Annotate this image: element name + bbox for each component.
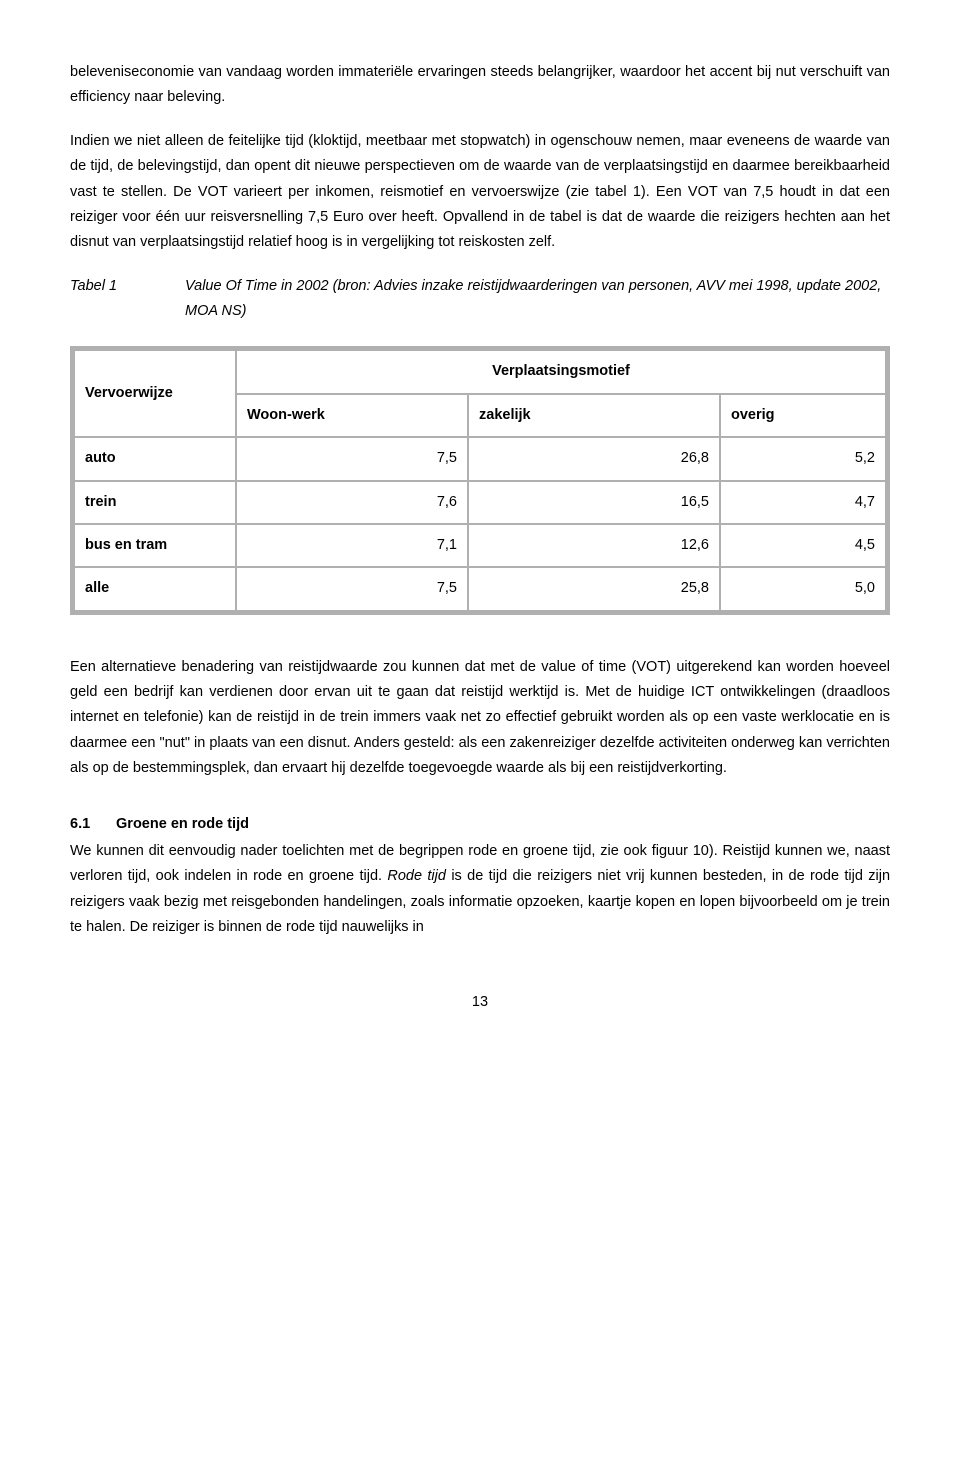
section-number: 6.1 <box>70 812 112 837</box>
paragraph-2: Indien we niet alleen de feitelijke tijd… <box>70 129 890 256</box>
th-vervoerwijze: Vervoerwijze <box>75 351 235 436</box>
row-label: auto <box>75 438 235 479</box>
table-row: alle 7,5 25,8 5,0 <box>75 568 885 609</box>
table-row: bus en tram 7,1 12,6 4,5 <box>75 525 885 566</box>
cell: 7,6 <box>237 482 467 523</box>
cell: 7,5 <box>237 568 467 609</box>
cell: 7,1 <box>237 525 467 566</box>
th-motief: Verplaatsingsmotief <box>237 351 885 392</box>
paragraph-4: We kunnen dit eenvoudig nader toelichten… <box>70 839 890 941</box>
row-label: trein <box>75 482 235 523</box>
cell: 5,0 <box>721 568 885 609</box>
cell: 16,5 <box>469 482 719 523</box>
th-woonwerk: Woon-werk <box>237 395 467 436</box>
th-overig: overig <box>721 395 885 436</box>
th-zakelijk: zakelijk <box>469 395 719 436</box>
table-label: Tabel 1 <box>70 274 185 325</box>
paragraph-1: beleveniseconomie van vandaag worden imm… <box>70 60 890 111</box>
table-caption: Tabel 1 Value Of Time in 2002 (bron: Adv… <box>70 274 890 325</box>
row-label: bus en tram <box>75 525 235 566</box>
cell: 7,5 <box>237 438 467 479</box>
table-row: trein 7,6 16,5 4,7 <box>75 482 885 523</box>
cell: 4,7 <box>721 482 885 523</box>
cell: 5,2 <box>721 438 885 479</box>
section-heading: 6.1 Groene en rode tijd <box>70 812 890 837</box>
cell: 12,6 <box>469 525 719 566</box>
table-header-row-1: Vervoerwijze Verplaatsingsmotief <box>75 351 885 392</box>
p4-em: Rode tijd <box>387 868 446 884</box>
table-caption-text: Value Of Time in 2002 (bron: Advies inza… <box>185 274 890 325</box>
vot-table: Vervoerwijze Verplaatsingsmotief Woon-we… <box>70 346 890 614</box>
cell: 4,5 <box>721 525 885 566</box>
table-row: auto 7,5 26,8 5,2 <box>75 438 885 479</box>
row-label: alle <box>75 568 235 609</box>
paragraph-3: Een alternatieve benadering van reistijd… <box>70 655 890 782</box>
cell: 26,8 <box>469 438 719 479</box>
page-number: 13 <box>70 990 890 1015</box>
section-title: Groene en rode tijd <box>116 816 249 832</box>
cell: 25,8 <box>469 568 719 609</box>
